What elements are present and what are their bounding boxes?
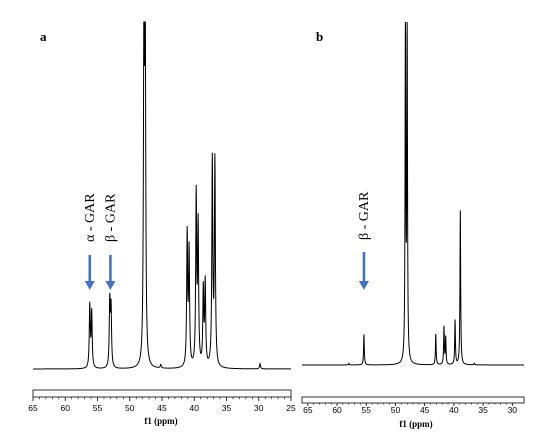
panel-a-tick-label: 25 bbox=[286, 403, 296, 413]
panel-a-axis-frame bbox=[32, 389, 292, 398]
annotation-arrow-head bbox=[84, 281, 95, 290]
annotation-label: β - GAR bbox=[357, 191, 372, 240]
panel-a-x-axis-label: f1 (ppm) bbox=[144, 416, 177, 426]
annotation-arrow-head bbox=[105, 281, 116, 290]
panel-b-tick-label: 40 bbox=[449, 405, 459, 415]
panel-a-spectrum-line bbox=[33, 21, 291, 370]
panel-a-tick-label: 60 bbox=[61, 403, 71, 413]
panel-a: a 65 60 55 50 45 40 35 30 25 f1 (ppm) α - GAR β -… bbox=[28, 21, 296, 426]
panel-b-letter: b bbox=[316, 29, 323, 44]
panel-b-x-axis-label: f1 (ppm) bbox=[399, 419, 432, 429]
panel-a-tick-label: 30 bbox=[254, 403, 264, 413]
annotation-arrow-head bbox=[358, 281, 369, 290]
panel-b-spectrum-line bbox=[302, 21, 524, 366]
panel-b-annotations: β - GAR bbox=[357, 191, 372, 290]
panel-a-tick-label: 65 bbox=[28, 403, 38, 413]
panel-a-tick-labels: 65 60 55 50 45 40 35 30 25 bbox=[28, 403, 296, 413]
panel-a-tick-label: 45 bbox=[157, 403, 167, 413]
panel-b-tick-label: 65 bbox=[303, 405, 313, 415]
panel-a-tick-label: 40 bbox=[190, 403, 200, 413]
panel-b-tick-label: 35 bbox=[478, 405, 488, 415]
panel-a-tick-label: 50 bbox=[125, 403, 135, 413]
panel-b-tick-marks bbox=[307, 403, 513, 406]
panel-a-tick-marks bbox=[32, 397, 292, 401]
panel-b-axis-frame bbox=[301, 396, 525, 404]
panel-b-tick-label: 30 bbox=[508, 405, 518, 415]
panel-b: b 65 60 55 50 45 40 35 30 f1 (ppm) β - GAR bbox=[301, 21, 525, 429]
panel-b-tick-labels: 65 60 55 50 45 40 35 30 bbox=[303, 405, 517, 415]
panel-b-tick-label: 50 bbox=[391, 405, 401, 415]
panel-a-letter: a bbox=[40, 29, 47, 44]
annotation-label: β - GAR bbox=[103, 193, 118, 242]
panel-b-tick-label: 60 bbox=[332, 405, 342, 415]
panel-a-tick-label: 55 bbox=[93, 403, 103, 413]
panel-b-tick-label: 45 bbox=[420, 405, 430, 415]
panel-b-tick-label: 55 bbox=[362, 405, 372, 415]
annotation-label: α - GAR bbox=[83, 193, 98, 242]
panel-a-annotations: α - GAR β - GAR bbox=[83, 193, 118, 290]
panel-a-tick-label: 35 bbox=[222, 403, 232, 413]
